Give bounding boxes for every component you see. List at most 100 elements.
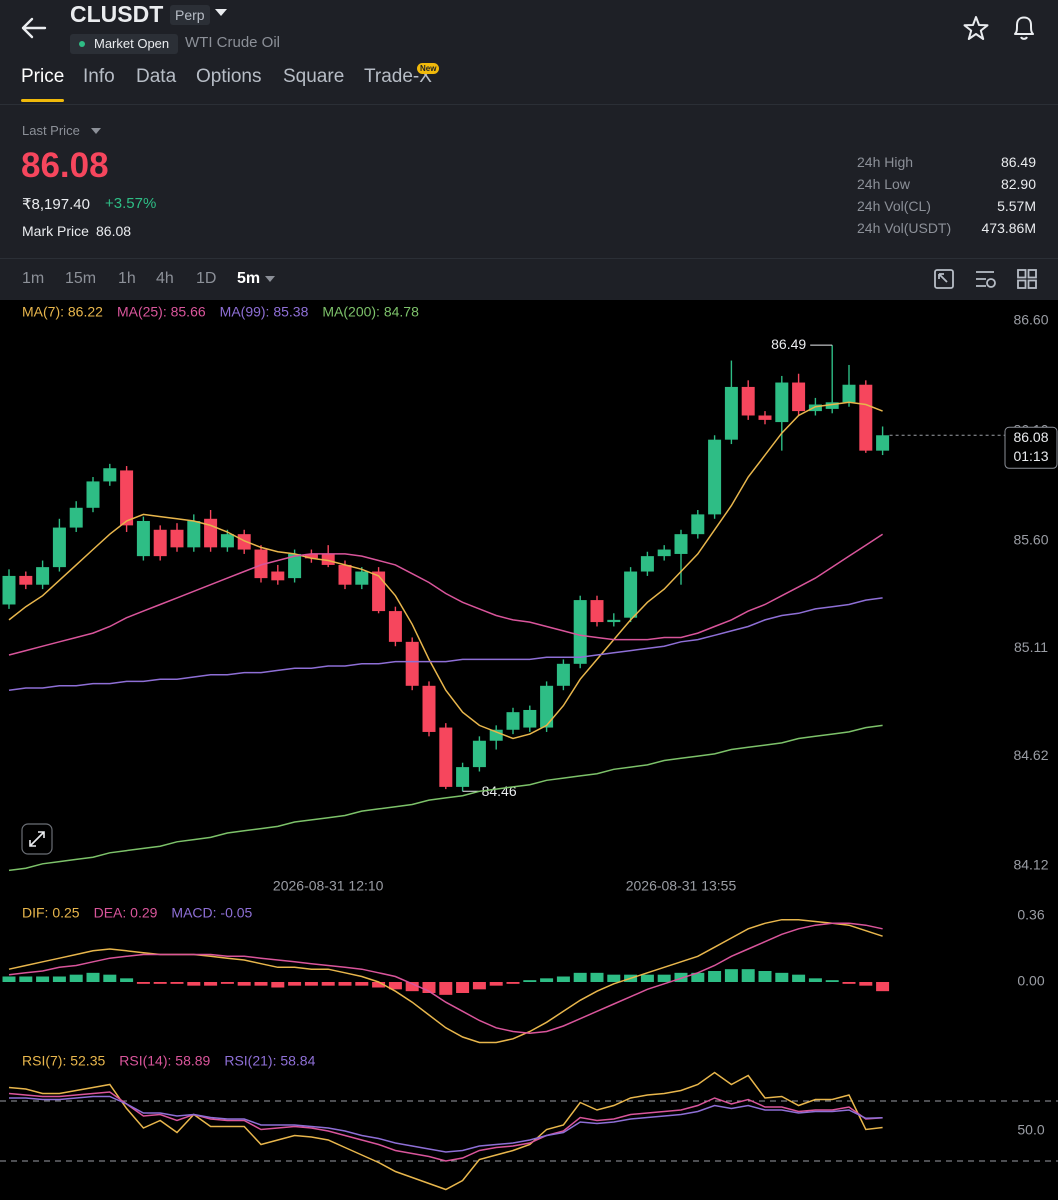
back-button[interactable] — [20, 16, 48, 40]
candle-countdown: 01:13 — [1013, 448, 1048, 464]
candle-body — [792, 382, 806, 412]
symbol-dropdown[interactable] — [214, 8, 228, 18]
y-tick-label: 0.36 — [1017, 907, 1044, 923]
tab[interactable]: Info — [83, 66, 115, 87]
y-tick-label: 50.0 — [1017, 1122, 1044, 1138]
legend-entry: RSI(7): 52.35 — [22, 1053, 105, 1069]
macd-bar — [136, 982, 150, 984]
stat-value: 86.49 — [1000, 154, 1036, 170]
macd-bar — [859, 982, 873, 986]
interval[interactable]: 1h — [118, 270, 136, 287]
macd-bar — [573, 972, 587, 982]
alert-icon[interactable] — [1011, 14, 1037, 42]
macd-bar — [590, 972, 604, 982]
macd-bar — [808, 978, 822, 982]
candle-body — [36, 567, 50, 585]
favorite-icon[interactable] — [963, 15, 989, 41]
candle-body — [876, 435, 890, 451]
layout-icon[interactable] — [1016, 268, 1038, 290]
legend-entry: MA(200): 84.78 — [322, 304, 419, 320]
macd-bar — [304, 982, 318, 986]
candle-body — [640, 556, 654, 572]
macd-bar — [640, 974, 654, 982]
macd-bar — [388, 982, 402, 990]
stat-label: 24h Vol(USDT) — [857, 220, 952, 236]
y-tick-label: 0.00 — [1017, 973, 1044, 989]
fullscreen-button[interactable] — [21, 823, 53, 855]
legend-entry: RSI(21): 58.84 — [224, 1053, 315, 1069]
interval[interactable]: 1m — [22, 270, 45, 287]
indicator-line — [8, 533, 884, 656]
instrument-name: WTI Crude Oil — [185, 34, 281, 51]
candle-body — [573, 600, 587, 664]
interval[interactable]: 4h — [156, 270, 174, 287]
tab[interactable]: Data — [136, 66, 177, 87]
candle-body — [540, 685, 554, 728]
y-tick-label: 85.60 — [1013, 531, 1048, 547]
candle-body — [708, 439, 722, 515]
symbol[interactable]: CLUSDT — [70, 1, 164, 27]
price-label: Last Price — [22, 123, 80, 138]
candle-body — [321, 553, 335, 565]
macd-bar — [321, 982, 335, 986]
macd-bar — [758, 971, 772, 982]
macd-bar — [691, 972, 705, 982]
macd-bar — [372, 982, 386, 988]
tab[interactable]: Trade-X — [364, 66, 432, 87]
indicator-icon[interactable] — [974, 268, 998, 290]
tab[interactable]: Square — [283, 66, 345, 87]
stat-label: 24h Low — [857, 176, 910, 192]
status-text: Market Open — [94, 36, 170, 51]
tab[interactable]: Options — [196, 66, 262, 87]
macd-bar — [825, 980, 839, 982]
tab[interactable]: Price — [21, 66, 65, 102]
macd-bar — [153, 982, 167, 984]
legend-entry: DIF: 0.25 — [22, 905, 80, 921]
candle-body — [439, 727, 453, 787]
status-badge: Market Open — [70, 34, 178, 54]
macd-bar — [439, 982, 453, 995]
macd-bar — [674, 972, 688, 982]
candle-body — [523, 709, 537, 728]
interval[interactable]: 1D — [196, 270, 217, 287]
candle-body — [304, 553, 318, 559]
legend-entry: DEA: 0.29 — [94, 905, 158, 921]
candle-body — [120, 470, 134, 526]
indicator-line — [8, 922, 883, 1035]
y-tick-label: 86.60 — [1013, 312, 1048, 328]
macd-bar — [842, 982, 856, 984]
candle-body — [86, 481, 100, 508]
macd-bar — [271, 982, 285, 988]
stat-value: 5.57M — [997, 198, 1036, 214]
macd-bar — [775, 972, 789, 982]
candle-body — [136, 520, 150, 557]
interval-dropdown[interactable] — [264, 275, 276, 283]
interval[interactable]: 15m — [65, 270, 97, 287]
last-price: 86.08 — [21, 146, 109, 185]
macd-bar — [422, 982, 436, 993]
candle-body — [624, 571, 638, 618]
price-dropdown[interactable] — [90, 127, 102, 135]
legend-entry: MACD: -0.05 — [171, 905, 252, 921]
macd-bar — [741, 969, 755, 982]
high-label: 86.49 — [771, 336, 806, 352]
x-tick-label: 2026-08-31 13:55 — [626, 878, 737, 894]
legend-entry: RSI(14): 58.89 — [119, 1053, 210, 1069]
candle-body — [691, 514, 705, 535]
chart-settings-icon[interactable] — [933, 268, 955, 290]
candle-body — [271, 571, 285, 581]
interval[interactable]: 5m — [237, 270, 261, 287]
candle-body — [607, 619, 621, 623]
candle-body — [808, 404, 822, 412]
macd-bar — [187, 982, 201, 986]
price-change: +3.57% — [105, 195, 157, 212]
macd-bar — [724, 969, 738, 982]
macd-bar — [523, 980, 537, 982]
candle-body — [758, 415, 772, 420]
fiat-price: ₹8,197.40 — [22, 196, 90, 213]
contract-badge: Perp — [170, 5, 210, 25]
mark-price: 86.08 — [96, 223, 132, 239]
current-price-tag — [1004, 426, 1058, 469]
x-tick-label: 2026-08-31 12:10 — [273, 878, 384, 894]
candle-body — [825, 402, 839, 409]
